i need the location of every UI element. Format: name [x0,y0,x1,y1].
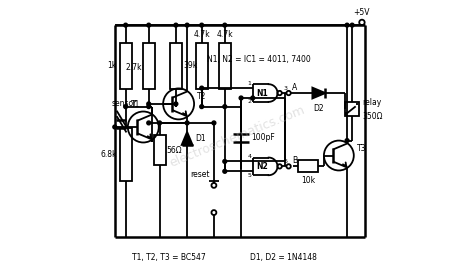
Bar [219,43,231,89]
Text: 6: 6 [283,159,287,164]
Circle shape [124,23,128,27]
Bar [196,43,208,89]
Text: N1: N1 [256,88,268,97]
Text: 39k: 39k [183,61,197,70]
Text: reset: reset [191,170,210,179]
Circle shape [239,96,243,100]
Text: T1: T1 [131,100,140,109]
Text: 10k: 10k [301,176,315,185]
Text: 6.8k: 6.8k [100,150,117,159]
Text: 1k: 1k [108,61,117,70]
Text: 3: 3 [283,86,287,91]
Bar [119,43,132,89]
Circle shape [345,139,349,143]
Text: T2: T2 [197,92,206,101]
Text: 56Ω: 56Ω [166,146,182,155]
Text: sensor: sensor [112,99,137,108]
Circle shape [147,121,151,125]
Text: relay: relay [362,98,381,107]
Bar [345,102,359,116]
Text: 350Ω: 350Ω [362,112,383,121]
Text: B: B [292,156,297,165]
Circle shape [124,105,128,109]
Circle shape [200,86,204,90]
Text: D2: D2 [314,104,324,113]
Polygon shape [312,88,326,99]
Circle shape [113,125,117,129]
Circle shape [223,23,227,27]
Circle shape [174,23,178,27]
Text: D1, D2 = 1N4148: D1, D2 = 1N4148 [250,253,317,262]
Circle shape [158,121,162,125]
Text: 100pF: 100pF [251,133,275,142]
Circle shape [147,105,151,109]
Circle shape [350,23,354,27]
Text: +5V: +5V [354,8,370,17]
Polygon shape [182,132,192,145]
Bar [154,135,165,165]
Bar [170,43,182,89]
Text: D1: D1 [195,134,206,143]
Circle shape [345,23,349,27]
Text: A: A [292,83,297,92]
Bar [143,43,155,89]
Circle shape [174,102,178,106]
Circle shape [212,121,216,125]
Circle shape [223,159,227,163]
Bar [298,161,319,172]
Text: T1, T2, T3 = BC547: T1, T2, T3 = BC547 [132,253,206,262]
Text: N1, N2 = IC1 = 4011, 7400: N1, N2 = IC1 = 4011, 7400 [207,55,310,64]
Circle shape [200,105,204,109]
Circle shape [185,23,189,27]
Text: 2: 2 [247,99,251,104]
Circle shape [147,102,151,106]
Circle shape [223,170,227,173]
Text: 1: 1 [247,81,251,86]
Bar [119,127,132,181]
Text: T3: T3 [356,144,366,153]
Text: 4.7k: 4.7k [217,30,233,39]
Text: electroschematics.com: electroschematics.com [167,103,307,170]
Circle shape [251,96,255,100]
Text: 4.7k: 4.7k [193,30,210,39]
Circle shape [200,23,204,27]
Circle shape [223,105,227,109]
Text: 5: 5 [247,173,251,178]
Text: 4: 4 [247,154,251,159]
Text: N2: N2 [256,162,268,171]
Circle shape [147,23,151,27]
Circle shape [185,121,189,125]
Text: 2.7k: 2.7k [126,63,142,72]
